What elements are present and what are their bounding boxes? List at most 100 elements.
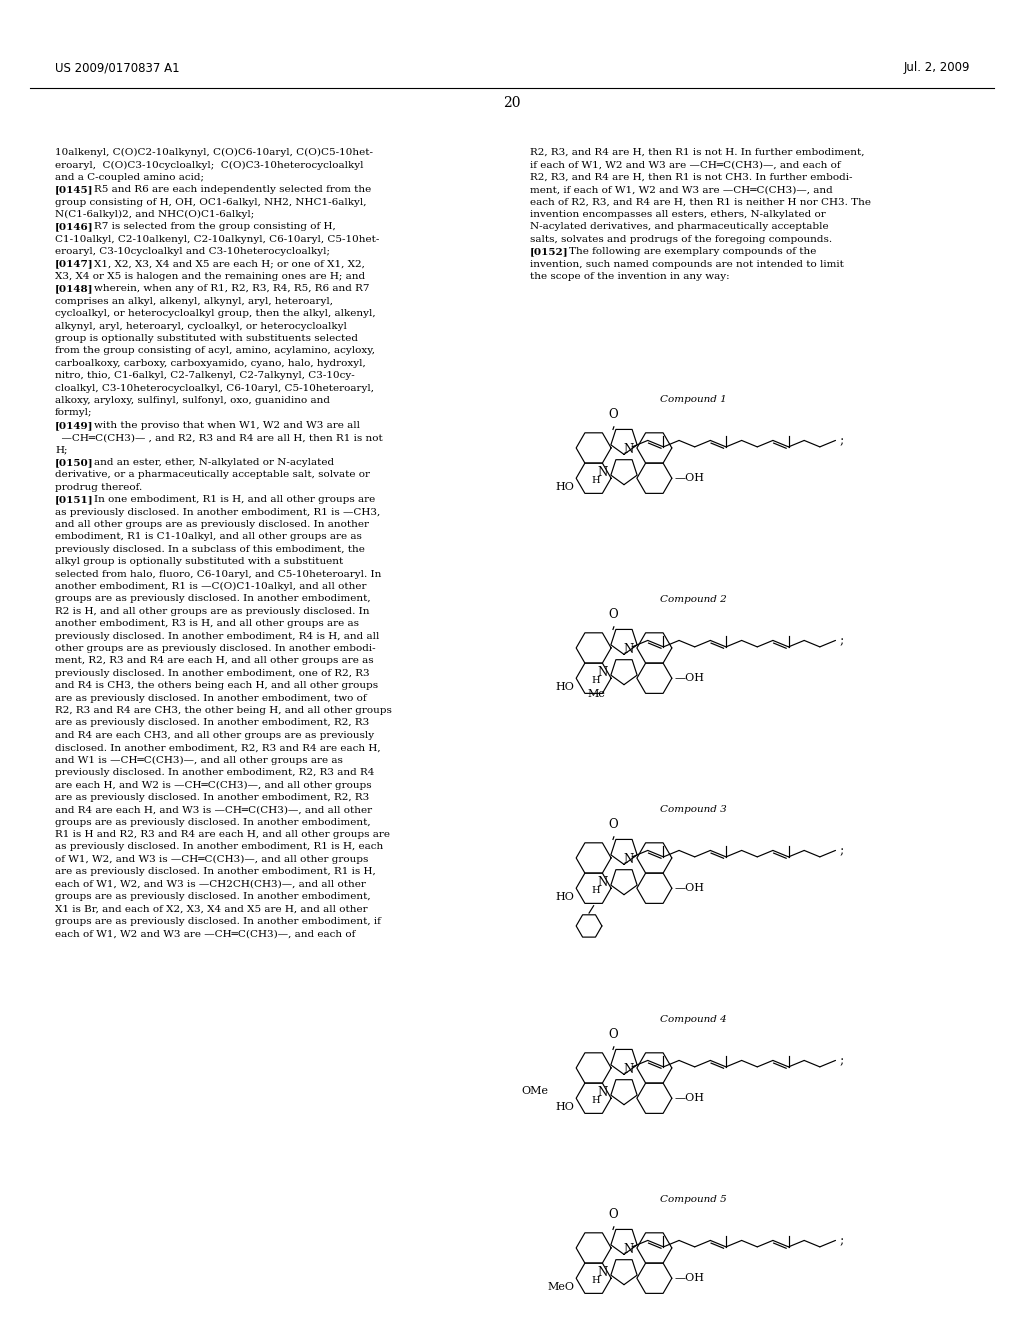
Text: prodrug thereof.: prodrug thereof. bbox=[55, 483, 142, 492]
Text: N: N bbox=[597, 1266, 607, 1279]
Text: groups are as previously disclosed. In another embodiment,: groups are as previously disclosed. In a… bbox=[55, 817, 371, 826]
Text: another embodiment, R1 is —C(O)C1-10alkyl, and all other: another embodiment, R1 is —C(O)C1-10alky… bbox=[55, 582, 367, 591]
Text: ;: ; bbox=[839, 634, 844, 647]
Text: [0148]: [0148] bbox=[55, 284, 93, 293]
Text: N: N bbox=[597, 466, 607, 479]
Text: Compound 1: Compound 1 bbox=[660, 395, 727, 404]
Text: eroaryl, C3-10cycloalkyl and C3-10heterocycloalkyl;: eroaryl, C3-10cycloalkyl and C3-10hetero… bbox=[55, 247, 330, 256]
Text: [0145]: [0145] bbox=[55, 185, 93, 194]
Text: previously disclosed. In another embodiment, one of R2, R3: previously disclosed. In another embodim… bbox=[55, 669, 370, 677]
Text: and R4 are each H, and W3 is —CH═C(CH3)—, and all other: and R4 are each H, and W3 is —CH═C(CH3)—… bbox=[55, 805, 372, 814]
Text: are each H, and W2 is —CH═C(CH3)—, and all other groups: are each H, and W2 is —CH═C(CH3)—, and a… bbox=[55, 780, 372, 789]
Text: invention, such named compounds are not intended to limit: invention, such named compounds are not … bbox=[530, 260, 844, 268]
Text: from the group consisting of acyl, amino, acylamino, acyloxy,: from the group consisting of acyl, amino… bbox=[55, 346, 375, 355]
Text: selected from halo, fluoro, C6-10aryl, and C5-10heteroaryl. In: selected from halo, fluoro, C6-10aryl, a… bbox=[55, 570, 381, 578]
Text: HO: HO bbox=[555, 682, 574, 693]
Text: HO: HO bbox=[555, 892, 574, 903]
Text: O: O bbox=[608, 818, 617, 832]
Text: alkyl group is optionally substituted with a substituent: alkyl group is optionally substituted wi… bbox=[55, 557, 343, 566]
Text: cycloalkyl, or heterocycloalkyl group, then the alkyl, alkenyl,: cycloalkyl, or heterocycloalkyl group, t… bbox=[55, 309, 376, 318]
Text: R2, R3 and R4 are CH3, the other being H, and all other groups: R2, R3 and R4 are CH3, the other being H… bbox=[55, 706, 392, 715]
Text: cloalkyl, C3-10heterocycloalkyl, C6-10aryl, C5-10heteroaryl,: cloalkyl, C3-10heterocycloalkyl, C6-10ar… bbox=[55, 384, 374, 392]
Text: H: H bbox=[592, 1275, 600, 1284]
Text: ;: ; bbox=[839, 1234, 844, 1247]
Text: are as previously disclosed. In another embodiment, R1 is H,: are as previously disclosed. In another … bbox=[55, 867, 376, 876]
Text: of W1, W2, and W3 is —CH═C(CH3)—, and all other groups: of W1, W2, and W3 is —CH═C(CH3)—, and al… bbox=[55, 855, 369, 863]
Text: R2, R3, and R4 are H, then R1 is not H. In further embodiment,: R2, R3, and R4 are H, then R1 is not H. … bbox=[530, 148, 864, 157]
Text: and W1 is —CH═C(CH3)—, and all other groups are as: and W1 is —CH═C(CH3)—, and all other gro… bbox=[55, 755, 343, 764]
Text: derivative, or a pharmaceutically acceptable salt, solvate or: derivative, or a pharmaceutically accept… bbox=[55, 470, 370, 479]
Text: are as previously disclosed. In another embodiment, R2, R3: are as previously disclosed. In another … bbox=[55, 793, 370, 801]
Text: R2 is H, and all other groups are as previously disclosed. In: R2 is H, and all other groups are as pre… bbox=[55, 607, 370, 616]
Text: previously disclosed. In another embodiment, R4 is H, and all: previously disclosed. In another embodim… bbox=[55, 631, 379, 640]
Text: other groups are as previously disclosed. In another embodi-: other groups are as previously disclosed… bbox=[55, 644, 376, 653]
Text: with the proviso that when W1, W2 and W3 are all: with the proviso that when W1, W2 and W3… bbox=[81, 421, 360, 430]
Text: previously disclosed. In a subclass of this embodiment, the: previously disclosed. In a subclass of t… bbox=[55, 545, 365, 554]
Text: embodiment, R1 is C1-10alkyl, and all other groups are as: embodiment, R1 is C1-10alkyl, and all ot… bbox=[55, 532, 361, 541]
Text: group consisting of H, OH, OC1-6alkyl, NH2, NHC1-6alkyl,: group consisting of H, OH, OC1-6alkyl, N… bbox=[55, 198, 367, 207]
Text: salts, solvates and prodrugs of the foregoing compounds.: salts, solvates and prodrugs of the fore… bbox=[530, 235, 833, 244]
Text: R7 is selected from the group consisting of H,: R7 is selected from the group consisting… bbox=[81, 222, 336, 231]
Text: Compound 4: Compound 4 bbox=[660, 1015, 727, 1023]
Text: N: N bbox=[597, 1086, 607, 1100]
Text: and R4 are each CH3, and all other groups are as previously: and R4 are each CH3, and all other group… bbox=[55, 731, 374, 739]
Text: [0151]: [0151] bbox=[55, 495, 93, 504]
Text: Me: Me bbox=[588, 689, 605, 700]
Text: formyl;: formyl; bbox=[55, 408, 92, 417]
Text: O: O bbox=[608, 1028, 617, 1041]
Text: the scope of the invention in any way:: the scope of the invention in any way: bbox=[530, 272, 730, 281]
Text: Jul. 2, 2009: Jul. 2, 2009 bbox=[903, 62, 970, 74]
Text: invention encompasses all esters, ethers, N-alkylated or: invention encompasses all esters, ethers… bbox=[530, 210, 825, 219]
Text: ;: ; bbox=[839, 843, 844, 857]
Text: HO: HO bbox=[555, 482, 574, 492]
Text: OMe: OMe bbox=[521, 1086, 549, 1096]
Text: each of W1, W2, and W3 is —CH2CH(CH3)—, and all other: each of W1, W2, and W3 is —CH2CH(CH3)—, … bbox=[55, 879, 366, 888]
Text: groups are as previously disclosed. In another embodiment,: groups are as previously disclosed. In a… bbox=[55, 892, 371, 902]
Text: [0150]: [0150] bbox=[55, 458, 93, 467]
Text: alkynyl, aryl, heteroaryl, cycloalkyl, or heterocycloalkyl: alkynyl, aryl, heteroaryl, cycloalkyl, o… bbox=[55, 322, 347, 330]
Text: —OH: —OH bbox=[675, 474, 705, 483]
Text: MeO: MeO bbox=[547, 1283, 574, 1292]
Text: groups are as previously disclosed. In another embodiment, if: groups are as previously disclosed. In a… bbox=[55, 917, 381, 925]
Text: N: N bbox=[597, 876, 607, 890]
Text: each of W1, W2 and W3 are —CH═C(CH3)—, and each of: each of W1, W2 and W3 are —CH═C(CH3)—, a… bbox=[55, 929, 355, 939]
Text: Compound 2: Compound 2 bbox=[660, 594, 727, 603]
Text: X3, X4 or X5 is halogen and the remaining ones are H; and: X3, X4 or X5 is halogen and the remainin… bbox=[55, 272, 366, 281]
Text: group is optionally substituted with substituents selected: group is optionally substituted with sub… bbox=[55, 334, 358, 343]
Text: US 2009/0170837 A1: US 2009/0170837 A1 bbox=[55, 62, 179, 74]
Text: —CH═C(CH3)— , and R2, R3 and R4 are all H, then R1 is not: —CH═C(CH3)— , and R2, R3 and R4 are all … bbox=[55, 433, 383, 442]
Text: —OH: —OH bbox=[675, 883, 705, 894]
Text: H;: H; bbox=[55, 446, 68, 454]
Text: nitro, thio, C1-6alkyl, C2-7alkenyl, C2-7alkynyl, C3-10cy-: nitro, thio, C1-6alkyl, C2-7alkenyl, C2-… bbox=[55, 371, 354, 380]
Text: N-acylated derivatives, and pharmaceutically acceptable: N-acylated derivatives, and pharmaceutic… bbox=[530, 222, 828, 231]
Text: O: O bbox=[608, 408, 617, 421]
Text: 10alkenyl, C(O)C2-10alkynyl, C(O)C6-10aryl, C(O)C5-10het-: 10alkenyl, C(O)C2-10alkynyl, C(O)C6-10ar… bbox=[55, 148, 373, 157]
Text: previously disclosed. In another embodiment, R2, R3 and R4: previously disclosed. In another embodim… bbox=[55, 768, 375, 777]
Text: disclosed. In another embodiment, R2, R3 and R4 are each H,: disclosed. In another embodiment, R2, R3… bbox=[55, 743, 381, 752]
Text: as previously disclosed. In another embodiment, R1 is —CH3,: as previously disclosed. In another embo… bbox=[55, 508, 380, 516]
Text: H: H bbox=[592, 886, 600, 895]
Text: eroaryl,  C(O)C3-10cycloalkyl;  C(O)C3-10heterocycloalkyl: eroaryl, C(O)C3-10cycloalkyl; C(O)C3-10h… bbox=[55, 161, 364, 169]
Text: In one embodiment, R1 is H, and all other groups are: In one embodiment, R1 is H, and all othe… bbox=[81, 495, 376, 504]
Text: [0152]: [0152] bbox=[530, 247, 568, 256]
Text: H: H bbox=[592, 676, 600, 685]
Text: another embodiment, R3 is H, and all other groups are as: another embodiment, R3 is H, and all oth… bbox=[55, 619, 359, 628]
Text: 20: 20 bbox=[503, 96, 521, 110]
Text: N: N bbox=[624, 1243, 634, 1257]
Text: C1-10alkyl, C2-10alkenyl, C2-10alkynyl, C6-10aryl, C5-10het-: C1-10alkyl, C2-10alkenyl, C2-10alkynyl, … bbox=[55, 235, 379, 244]
Text: The following are exemplary compounds of the: The following are exemplary compounds of… bbox=[556, 247, 816, 256]
Text: Compound 5: Compound 5 bbox=[660, 1195, 727, 1204]
Text: [0146]: [0146] bbox=[55, 222, 93, 231]
Text: O: O bbox=[608, 1208, 617, 1221]
Text: and an ester, ether, N-alkylated or N-acylated: and an ester, ether, N-alkylated or N-ac… bbox=[81, 458, 334, 467]
Text: N(C1-6alkyl)2, and NHC(O)C1-6alkyl;: N(C1-6alkyl)2, and NHC(O)C1-6alkyl; bbox=[55, 210, 254, 219]
Text: ;: ; bbox=[839, 1053, 844, 1067]
Text: —OH: —OH bbox=[675, 673, 705, 684]
Text: wherein, when any of R1, R2, R3, R4, R5, R6 and R7: wherein, when any of R1, R2, R3, R4, R5,… bbox=[81, 284, 370, 293]
Text: N: N bbox=[597, 667, 607, 680]
Text: [0149]: [0149] bbox=[55, 421, 93, 430]
Text: —OH: —OH bbox=[675, 1274, 705, 1283]
Text: HO: HO bbox=[555, 1102, 574, 1113]
Text: —OH: —OH bbox=[675, 1093, 705, 1104]
Text: H: H bbox=[592, 1096, 600, 1105]
